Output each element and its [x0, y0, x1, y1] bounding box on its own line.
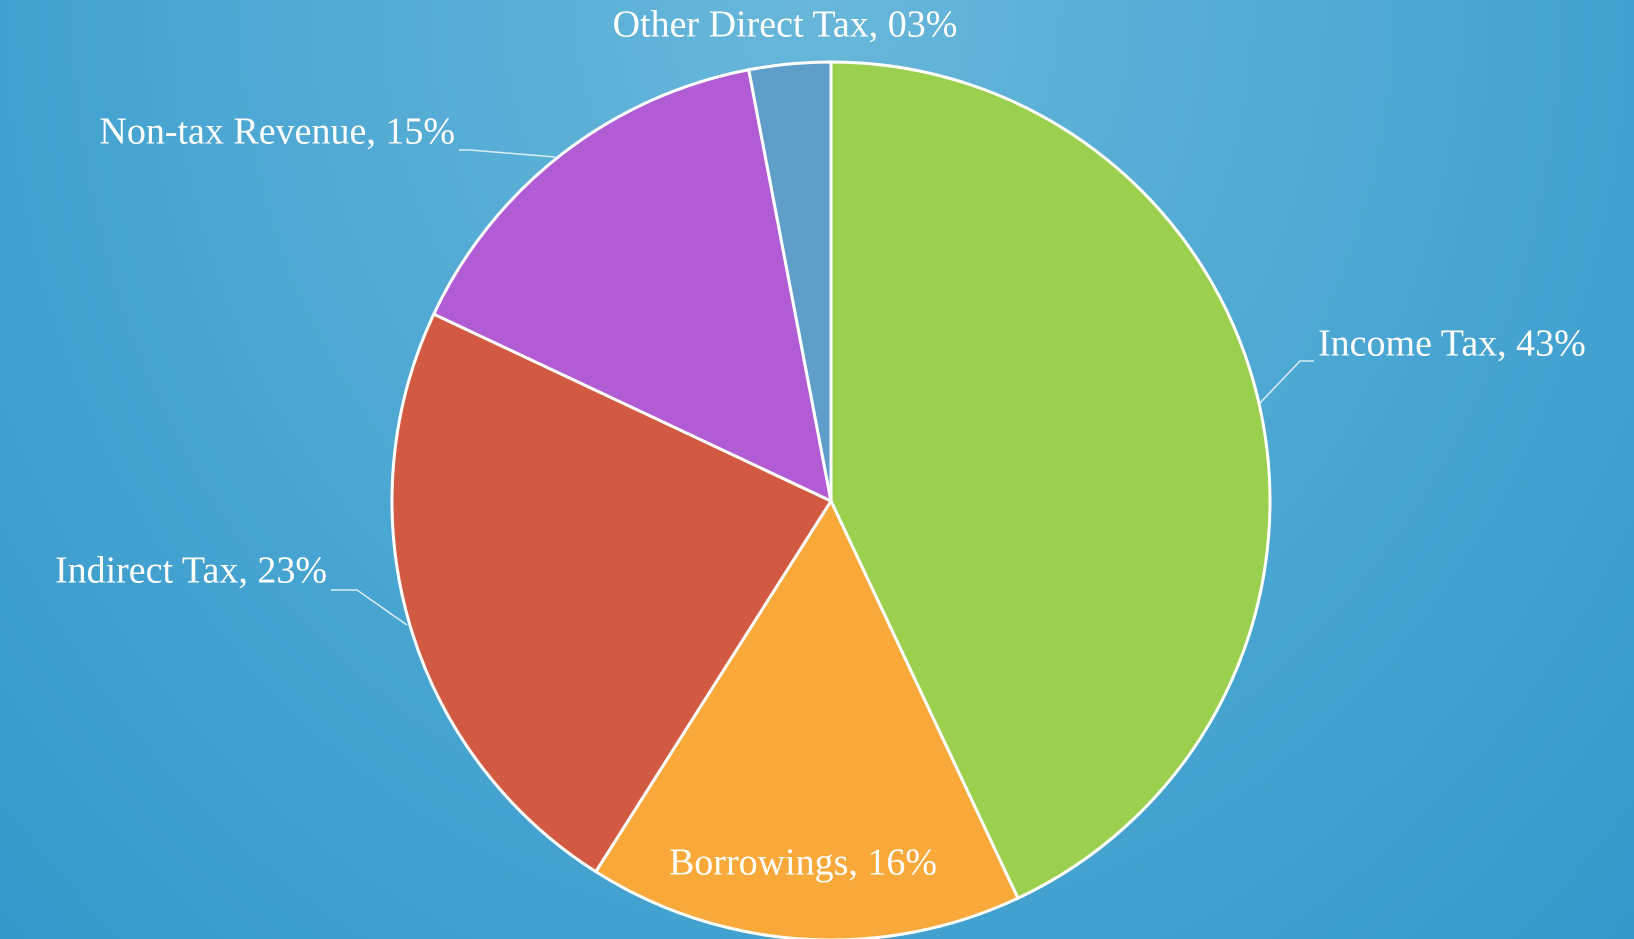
- pie-slice: [746, 60, 833, 502]
- data-label: Other Direct Tax, 03%: [613, 4, 958, 46]
- pie-slice: [390, 312, 834, 874]
- leader-line: [331, 589, 408, 626]
- data-label: Borrowings, 16%: [669, 842, 937, 884]
- data-label: Income Tax, 43%: [1318, 323, 1586, 365]
- data-label: Indirect Tax, 23%: [55, 550, 327, 592]
- pie-slice: [593, 497, 1020, 939]
- pie-slice: [829, 60, 1272, 901]
- leader-line: [1259, 360, 1314, 404]
- data-label: Non-tax Revenue, 15%: [99, 111, 455, 153]
- pie-slice: [431, 68, 834, 504]
- leader-line: [459, 149, 556, 158]
